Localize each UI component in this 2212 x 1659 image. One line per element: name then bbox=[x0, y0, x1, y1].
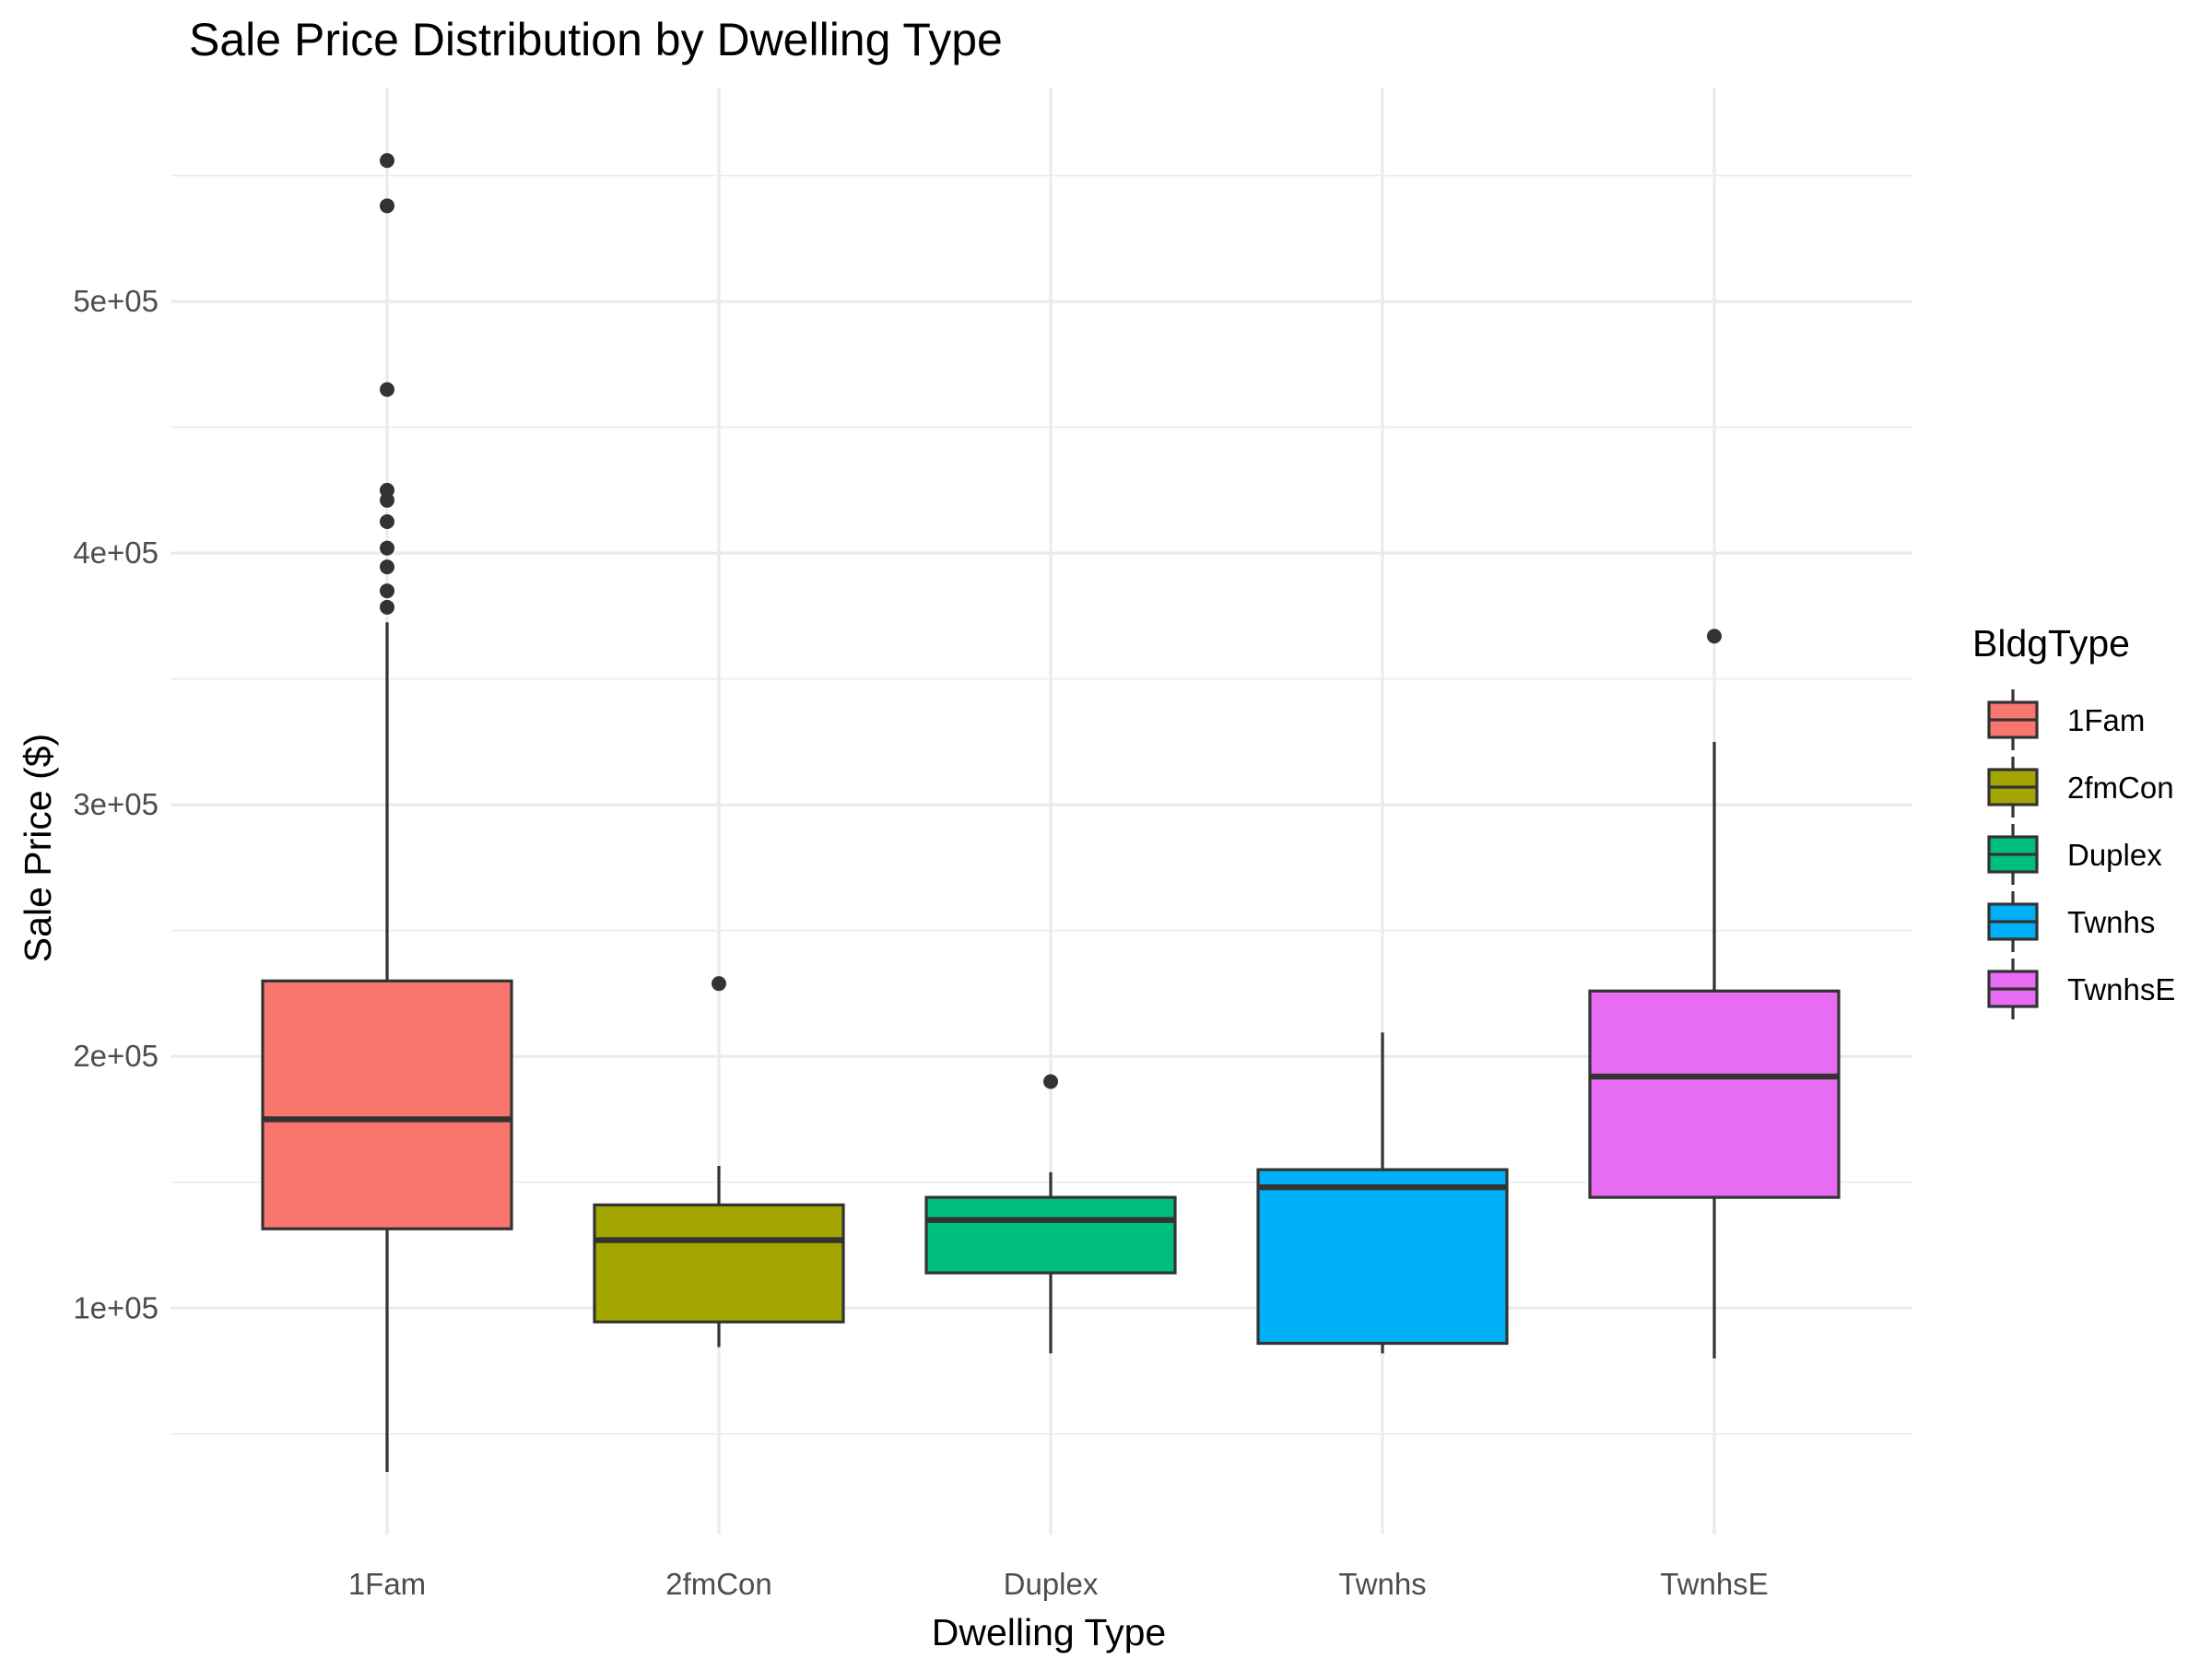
legend-label: Twnhs bbox=[2067, 905, 2155, 939]
y-axis-ticks: 1e+05 2e+05 3e+05 4e+05 5e+05 bbox=[73, 284, 159, 1324]
legend-item-1Fam: 1Fam bbox=[1987, 689, 2145, 750]
box-iqr bbox=[1588, 989, 1841, 1199]
legend-title: BldgType bbox=[1972, 622, 2130, 665]
y-tick-label: 5e+05 bbox=[73, 284, 159, 318]
outlier-point bbox=[380, 153, 394, 169]
box-iqr bbox=[1256, 1168, 1509, 1346]
legend-label: 1Fam bbox=[2067, 703, 2145, 737]
legend-item-2fmCon: 2fmCon bbox=[1987, 757, 2174, 818]
outlier-point bbox=[380, 599, 394, 615]
y-tick-label: 2e+05 bbox=[73, 1039, 159, 1073]
box-iqr bbox=[593, 1203, 845, 1324]
grid-lines bbox=[171, 88, 1912, 1535]
outlier-point bbox=[380, 583, 394, 599]
legend-label: TwnhsE bbox=[2067, 972, 2175, 1006]
legend-item-Duplex: Duplex bbox=[1987, 824, 2162, 885]
legend: BldgType 1Fam 2fmCon Duplex Twnhs TwnhsE bbox=[1972, 622, 2175, 1019]
box-Twnhs bbox=[1256, 1032, 1509, 1354]
x-tick-label: 1Fam bbox=[348, 1567, 426, 1601]
box-1Fam bbox=[261, 153, 513, 1473]
outlier-point bbox=[1707, 629, 1722, 644]
box-Duplex bbox=[924, 1074, 1177, 1354]
legend-item-TwnhsE: TwnhsE bbox=[1987, 959, 2175, 1019]
boxes bbox=[261, 153, 1841, 1473]
y-tick-label: 4e+05 bbox=[73, 535, 159, 570]
outlier-point bbox=[380, 559, 394, 575]
box-2fmCon bbox=[593, 976, 845, 1347]
legend-label: Duplex bbox=[2067, 838, 2162, 872]
y-axis-title: Sale Price ($) bbox=[17, 734, 59, 962]
y-tick-label: 1e+05 bbox=[73, 1290, 159, 1324]
legend-label: 2fmCon bbox=[2067, 771, 2174, 805]
outlier-point bbox=[1043, 1074, 1058, 1089]
x-axis-title: Dwelling Type bbox=[932, 1611, 1167, 1653]
box-TwnhsE bbox=[1588, 629, 1841, 1359]
outlier-point bbox=[380, 382, 394, 397]
x-tick-label: 2fmCon bbox=[665, 1567, 772, 1601]
box-iqr bbox=[261, 979, 513, 1230]
x-tick-label: TwnhsE bbox=[1660, 1567, 1768, 1601]
chart-title: Sale Price Distribution by Dwelling Type bbox=[189, 14, 1003, 65]
box-iqr bbox=[924, 1195, 1177, 1275]
x-axis-ticks: 1Fam 2fmCon Duplex Twnhs TwnhsE bbox=[348, 1567, 1769, 1601]
legend-item-Twnhs: Twnhs bbox=[1987, 891, 2155, 952]
x-tick-label: Duplex bbox=[1004, 1567, 1099, 1601]
x-tick-label: Twnhs bbox=[1338, 1567, 1426, 1601]
y-tick-label: 3e+05 bbox=[73, 787, 159, 821]
outlier-point bbox=[380, 198, 394, 214]
outlier-point bbox=[380, 482, 394, 498]
outlier-point bbox=[380, 540, 394, 556]
outlier-point bbox=[712, 976, 726, 992]
outlier-point bbox=[380, 514, 394, 529]
